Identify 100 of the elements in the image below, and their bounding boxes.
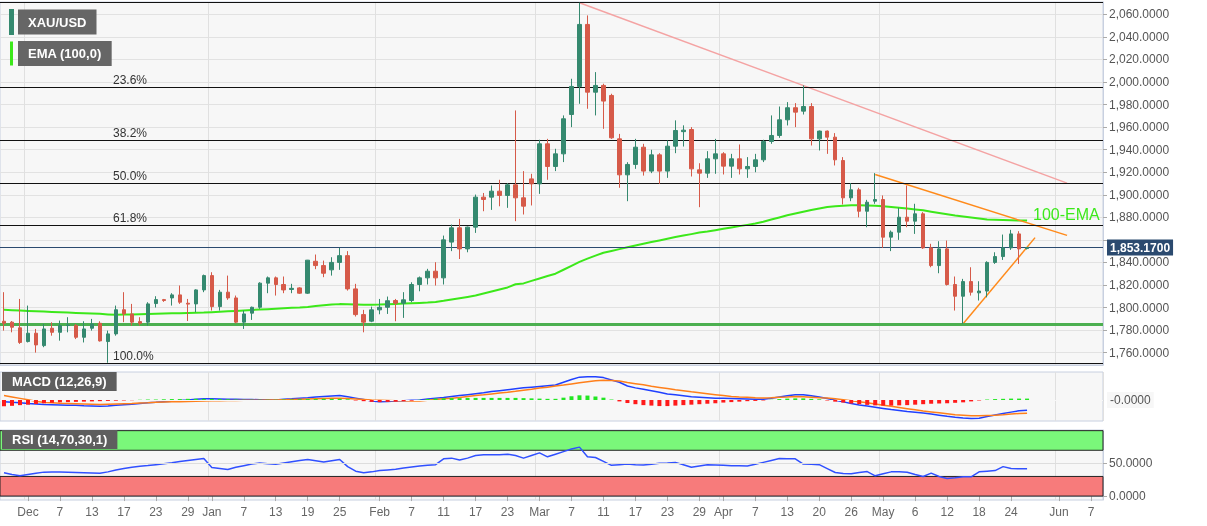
chart-title: RSI (14,70,30,1) [12, 432, 108, 447]
candlestick [961, 278, 965, 325]
candlestick [210, 271, 214, 312]
candlestick [705, 150, 710, 179]
candlestick [66, 316, 70, 333]
candlestick [321, 260, 326, 278]
candlestick [305, 259, 310, 295]
x-tick-label: 6 [911, 505, 919, 519]
candlestick [170, 292, 174, 307]
candlestick [993, 251, 997, 265]
annotation: 61.8% [113, 210, 148, 225]
candlestick [441, 235, 446, 286]
x-tick-label: 17 [468, 505, 483, 519]
annotation: 100.0% [113, 348, 155, 363]
candlestick [697, 162, 702, 208]
candlestick [34, 328, 38, 354]
y-tick-label: 1,920.0000 [1109, 165, 1170, 180]
candlestick [345, 250, 350, 292]
x-tick-label: 19 [301, 505, 315, 519]
candlestick [58, 320, 62, 342]
y-tick-label: 1,840.0000 [1109, 255, 1170, 270]
chart-title: MACD (12,26,9) [12, 374, 107, 389]
x-tick-label: Mar [529, 505, 550, 519]
line-series [3, 204, 1029, 316]
x-tick-label: 17 [117, 505, 131, 519]
candlestick [609, 93, 614, 140]
x-tick-label: 13 [780, 505, 795, 519]
candlestick [937, 240, 941, 274]
y-tick-label: 0.0000 [1109, 489, 1147, 504]
x-tick-label: 29 [181, 505, 195, 519]
y-tick-label: 1,900.0000 [1109, 187, 1170, 202]
candlestick [369, 306, 374, 323]
candlestick [250, 306, 254, 321]
candlestick [122, 291, 126, 323]
candlestick [106, 330, 110, 364]
y-tick-label: 2,020.0000 [1109, 52, 1170, 67]
candlestick [50, 321, 54, 337]
candlestick [481, 192, 486, 212]
candlestick [769, 114, 774, 145]
x-tick-label: 11 [597, 505, 610, 519]
x-tick-label: 7 [408, 505, 416, 519]
y-tick-label: 1,800.0000 [1109, 300, 1170, 315]
candlestick [361, 309, 366, 333]
candlestick [242, 310, 246, 330]
candlestick [281, 276, 286, 294]
candlestick [713, 138, 718, 175]
candlestick [561, 114, 566, 163]
candlestick [18, 298, 22, 345]
candlestick [545, 138, 550, 181]
y-tick-label: 2,040.0000 [1109, 29, 1170, 44]
candlestick [234, 295, 238, 324]
candlestick [913, 203, 917, 235]
candlestick [785, 101, 790, 126]
candlestick [433, 261, 438, 287]
x-tick-label: 29 [692, 505, 707, 519]
candlestick [617, 133, 622, 189]
x-tick-label: 17 [628, 505, 643, 519]
candlestick [329, 256, 334, 277]
candlestick [162, 298, 166, 303]
candlestick [745, 156, 750, 179]
candlestick [841, 156, 845, 205]
candlestick [226, 275, 230, 301]
candlestick [969, 266, 973, 297]
x-tick-label: 7 [240, 505, 248, 519]
x-tick-label: 23 [149, 505, 163, 519]
x-tick-label: 11 [437, 505, 451, 519]
candlestick [649, 149, 654, 174]
candlestick [513, 109, 518, 222]
candlestick [297, 286, 302, 295]
candlestick [729, 153, 734, 179]
candlestick [657, 152, 662, 185]
candlestick [921, 211, 925, 250]
candlestick [473, 194, 478, 234]
candlestick [114, 305, 118, 337]
candlestick [353, 283, 358, 318]
x-tick-label: 7 [56, 505, 64, 519]
x-tick-label: 18 [972, 505, 987, 519]
annotation: 50.0% [113, 168, 148, 183]
candlestick [793, 102, 798, 128]
x-tick-label: 20 [812, 505, 827, 519]
candlestick [953, 276, 957, 312]
candlestick [274, 276, 278, 297]
candlestick [553, 148, 558, 172]
candlestick [186, 298, 190, 322]
x-tick-label: Dec [17, 505, 39, 519]
candlestick [681, 124, 686, 148]
candlestick [505, 182, 510, 209]
y-tick-label: 1,960.0000 [1109, 120, 1170, 135]
candlestick [98, 320, 102, 343]
y-tick-label: 1,940.0000 [1109, 142, 1170, 157]
candlestick [985, 260, 989, 298]
x-tick-label: 7 [1087, 505, 1095, 519]
candlestick [873, 172, 877, 205]
x-tick-label: 13 [85, 505, 99, 519]
candlestick [865, 199, 869, 228]
candlestick [82, 320, 86, 343]
candlestick [633, 138, 638, 170]
x-tick-label: 7 [568, 505, 576, 519]
candlestick [146, 301, 150, 327]
candlestick [258, 281, 262, 310]
